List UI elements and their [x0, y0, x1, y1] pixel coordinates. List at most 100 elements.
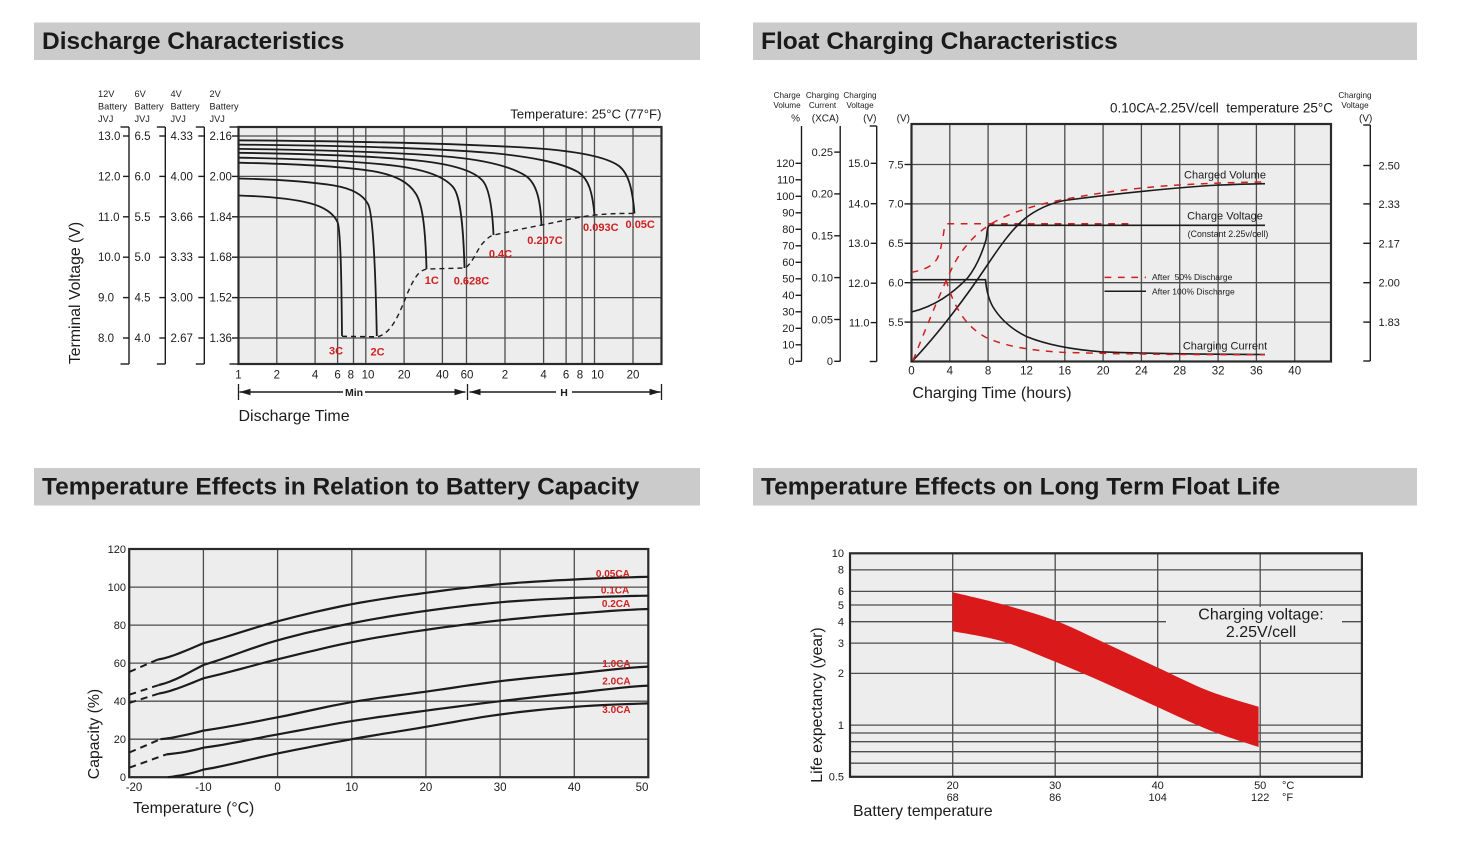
svg-text:4.5: 4.5	[135, 293, 151, 305]
svg-text:Min: Min	[345, 387, 363, 399]
svg-text:1: 1	[235, 370, 241, 382]
svg-text:Current: Current	[809, 101, 837, 110]
svg-text:60: 60	[114, 658, 126, 670]
svg-text:(Constant 2.25v/cell): (Constant 2.25v/cell)	[1188, 229, 1269, 239]
svg-text:(XCA): (XCA)	[812, 114, 839, 125]
svg-text:1.83: 1.83	[1379, 317, 1400, 329]
svg-text:5: 5	[838, 600, 844, 612]
svg-text:3.00: 3.00	[171, 293, 193, 305]
svg-text:28: 28	[1173, 366, 1186, 378]
svg-text:Battery: Battery	[98, 102, 128, 112]
svg-text:9.0: 9.0	[98, 293, 114, 305]
svg-text:86: 86	[1049, 792, 1061, 804]
svg-text:1.52: 1.52	[210, 293, 232, 305]
svg-text:100: 100	[108, 582, 126, 594]
svg-text:6: 6	[334, 370, 340, 382]
svg-text:20: 20	[947, 780, 959, 792]
svg-text:30: 30	[494, 782, 507, 794]
svg-text:°C: °C	[1282, 780, 1294, 792]
svg-text:2.17: 2.17	[1379, 238, 1400, 250]
svg-text:20: 20	[782, 323, 794, 335]
svg-text:2: 2	[838, 668, 844, 680]
svg-text:Terminal Voltage (V): Terminal Voltage (V)	[67, 222, 84, 364]
svg-text:0: 0	[788, 356, 794, 368]
svg-text:Temperature (°C): Temperature (°C)	[133, 800, 254, 817]
svg-text:50: 50	[1254, 780, 1266, 792]
svg-text:4V: 4V	[171, 89, 183, 99]
svg-text:11.0: 11.0	[98, 212, 120, 224]
svg-text:10.0: 10.0	[98, 252, 120, 264]
svg-text:Charged Volume: Charged Volume	[1184, 170, 1266, 182]
svg-text:3: 3	[838, 638, 844, 650]
svg-text:H: H	[560, 387, 568, 399]
svg-text:40: 40	[436, 370, 449, 382]
svg-text:20: 20	[1097, 366, 1110, 378]
svg-text:70: 70	[782, 241, 794, 253]
svg-text:0.1CA: 0.1CA	[601, 586, 629, 597]
svg-text:%: %	[791, 114, 800, 125]
svg-text:Temperature Effects on Long Te: Temperature Effects on Long Term Float L…	[761, 474, 1280, 501]
svg-text:Battery: Battery	[210, 102, 240, 112]
svg-text:°F: °F	[1282, 792, 1293, 804]
svg-text:12.0: 12.0	[848, 278, 869, 290]
svg-text:0.20: 0.20	[812, 189, 833, 201]
svg-text:5.5: 5.5	[135, 212, 151, 224]
svg-text:JVJ: JVJ	[171, 114, 186, 124]
svg-text:13.0: 13.0	[98, 131, 120, 143]
svg-text:6.5: 6.5	[888, 238, 903, 250]
svg-text:0.628C: 0.628C	[454, 276, 490, 288]
svg-text:Temperature: 25°C (77°F): Temperature: 25°C (77°F)	[510, 107, 661, 122]
svg-text:Battery temperature: Battery temperature	[853, 803, 993, 820]
svg-text:7.0: 7.0	[888, 199, 903, 211]
svg-text:40: 40	[1288, 366, 1301, 378]
svg-text:30: 30	[1049, 780, 1061, 792]
svg-text:0: 0	[827, 356, 833, 368]
svg-text:20: 20	[398, 370, 411, 382]
svg-text:6.5: 6.5	[135, 131, 151, 143]
svg-text:12V: 12V	[98, 89, 115, 99]
svg-text:16: 16	[1058, 366, 1071, 378]
svg-text:60: 60	[461, 370, 474, 382]
svg-text:0: 0	[120, 772, 126, 784]
svg-text:2.50: 2.50	[1379, 161, 1400, 173]
svg-text:Voltage: Voltage	[846, 101, 874, 110]
svg-text:36: 36	[1250, 366, 1263, 378]
svg-text:10: 10	[345, 782, 358, 794]
svg-text:Temperature Effects in Relatio: Temperature Effects in Relation to Batte…	[42, 474, 640, 501]
svg-text:0: 0	[274, 782, 280, 794]
svg-text:Charging: Charging	[843, 91, 877, 100]
svg-text:0.10: 0.10	[812, 272, 833, 284]
svg-text:5.5: 5.5	[888, 317, 903, 329]
svg-text:90: 90	[782, 208, 794, 220]
svg-text:2.00: 2.00	[210, 171, 232, 183]
svg-text:60: 60	[782, 257, 794, 269]
svg-text:0.10CA-2.25V/cell temperature: 0.10CA-2.25V/cell temperature 25°C	[1110, 101, 1333, 116]
svg-text:6: 6	[563, 370, 569, 382]
svg-text:0.15: 0.15	[812, 231, 833, 243]
svg-text:8: 8	[838, 565, 844, 577]
svg-text:4: 4	[838, 617, 844, 629]
svg-text:10: 10	[782, 340, 794, 352]
svg-text:After 100% Discharge: After 100% Discharge	[1152, 286, 1235, 296]
svg-text:Volume: Volume	[773, 101, 801, 110]
svg-text:100: 100	[776, 191, 794, 203]
svg-text:4.33: 4.33	[171, 131, 193, 143]
svg-text:(V): (V)	[897, 114, 910, 125]
svg-text:2: 2	[502, 370, 508, 382]
svg-text:After 50% Discharge: After 50% Discharge	[1152, 272, 1233, 282]
svg-text:24: 24	[1135, 366, 1148, 378]
svg-text:0.25: 0.25	[812, 147, 833, 159]
svg-text:2.16: 2.16	[210, 131, 232, 143]
svg-text:2: 2	[274, 370, 280, 382]
svg-text:20: 20	[627, 370, 640, 382]
svg-text:Charge: Charge	[774, 91, 801, 100]
svg-text:122: 122	[1251, 792, 1269, 804]
svg-text:11.0: 11.0	[849, 317, 870, 329]
svg-text:0.093C: 0.093C	[583, 222, 619, 234]
svg-text:1C: 1C	[425, 275, 439, 287]
svg-text:3.0CA: 3.0CA	[602, 705, 630, 716]
svg-text:-20: -20	[126, 782, 143, 794]
svg-text:Charging Time (hours): Charging Time (hours)	[912, 385, 1071, 402]
svg-text:1: 1	[838, 720, 844, 732]
svg-text:5.0: 5.0	[135, 252, 151, 264]
